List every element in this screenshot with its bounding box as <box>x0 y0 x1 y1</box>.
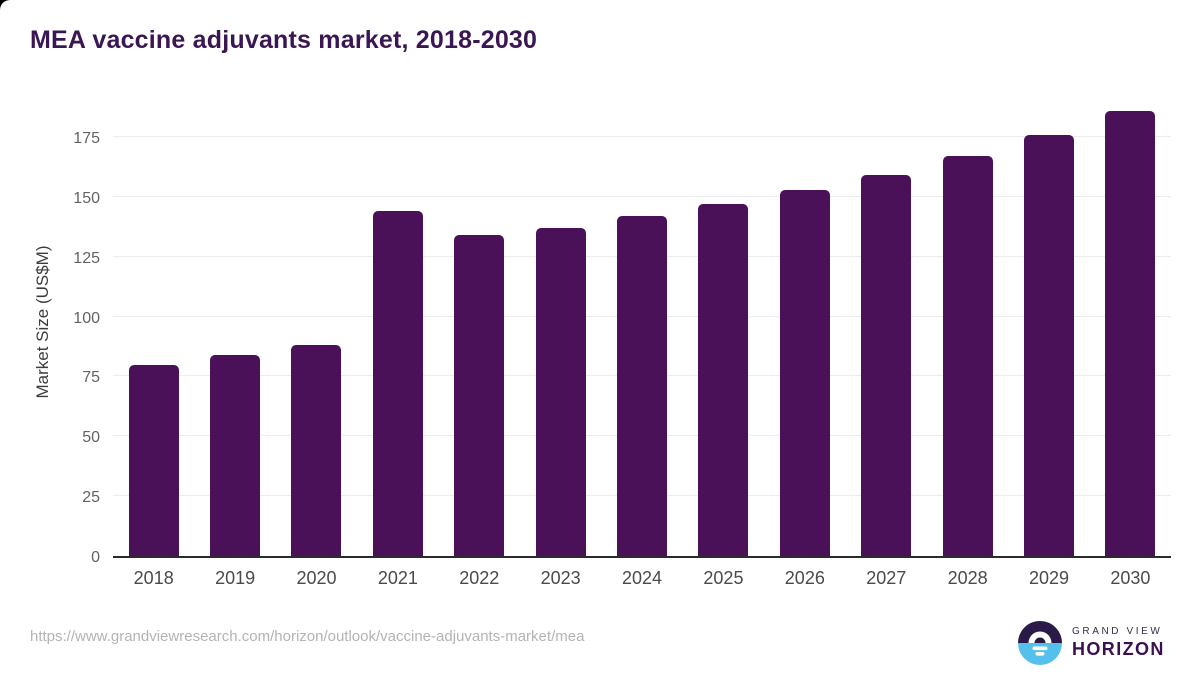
y-tick-label-50: 50 <box>82 429 100 447</box>
y-tick-label-25: 25 <box>82 489 100 507</box>
bar-slot-2028 <box>927 96 1008 556</box>
bar-slot-2029 <box>1008 96 1089 556</box>
plot-area <box>113 96 1171 558</box>
sunrise-horizon-icon <box>1018 621 1062 665</box>
screenshot-corner-artifact <box>0 0 10 10</box>
y-tick-label-150: 150 <box>73 189 100 207</box>
logo-product-name: HORIZON <box>1072 639 1165 659</box>
bar-2023 <box>535 228 586 556</box>
logo-text: GRAND VIEW HORIZON <box>1072 626 1165 660</box>
bar-slot-2019 <box>194 96 275 556</box>
bar-2029 <box>1023 134 1074 556</box>
x-tick-label-2020: 2020 <box>296 568 337 588</box>
bar-2025 <box>698 204 749 556</box>
bar-slot-2018 <box>113 96 194 556</box>
x-tick-label-2018: 2018 <box>133 568 174 588</box>
chart-title: MEA vaccine adjuvants market, 2018-2030 <box>30 26 538 54</box>
y-tick-label-75: 75 <box>82 369 100 387</box>
x-tick-label-2021: 2021 <box>377 568 418 588</box>
bar-2027 <box>861 175 912 556</box>
bars-row <box>113 96 1171 556</box>
bar-slot-2021 <box>357 96 438 556</box>
bar-slot-2030 <box>1090 96 1171 556</box>
bar-2019 <box>210 354 261 556</box>
x-tick-label-2029: 2029 <box>1028 568 1070 588</box>
bar-2022 <box>454 235 505 556</box>
bar-2028 <box>942 156 993 556</box>
y-tick-label-0: 0 <box>91 549 100 566</box>
x-tick-label-2028: 2028 <box>947 568 988 588</box>
bar-2021 <box>372 211 423 556</box>
x-tick-label-2025: 2025 <box>703 568 744 588</box>
source-url-text: https://www.grandviewresearch.com/horizo… <box>30 628 585 645</box>
y-tick-label-175: 175 <box>73 130 100 148</box>
logo-brand-name: GRAND VIEW <box>1072 626 1163 637</box>
bar-slot-2026 <box>764 96 845 556</box>
y-tick-label-100: 100 <box>73 309 100 327</box>
bar-slot-2020 <box>276 96 357 556</box>
bar-2020 <box>291 345 342 556</box>
bar-slot-2027 <box>846 96 927 556</box>
bar-slot-2025 <box>683 96 764 556</box>
y-tick-label-125: 125 <box>73 249 100 267</box>
x-tick-label-2022: 2022 <box>459 568 500 588</box>
x-axis-tick-labels: 2018 2019 2020 2021 2022 2023 2024 2025 2026 2027… <box>113 568 1171 589</box>
x-tick-label-2027: 2027 <box>866 568 907 588</box>
bar-slot-2022 <box>439 96 520 556</box>
x-tick-label-2019: 2019 <box>215 568 256 588</box>
y-axis-tick-labels: 0 25 50 75 100 125 150 175 <box>0 96 100 566</box>
bar-2018 <box>128 364 179 556</box>
bar-slot-2023 <box>520 96 601 556</box>
bar-slot-2024 <box>601 96 682 556</box>
bar-2026 <box>779 189 830 556</box>
grand-view-horizon-logo: GRAND VIEW HORIZON <box>1018 621 1165 665</box>
bar-2030 <box>1105 110 1156 556</box>
gridline-150 <box>113 195 1171 197</box>
bar-2024 <box>617 216 668 556</box>
x-tick-label-2024: 2024 <box>622 568 663 588</box>
x-tick-label-2023: 2023 <box>540 568 581 588</box>
x-tick-label-2030: 2030 <box>1110 568 1151 588</box>
x-tick-label-2026: 2026 <box>784 568 825 588</box>
gridline-175 <box>113 136 1171 138</box>
